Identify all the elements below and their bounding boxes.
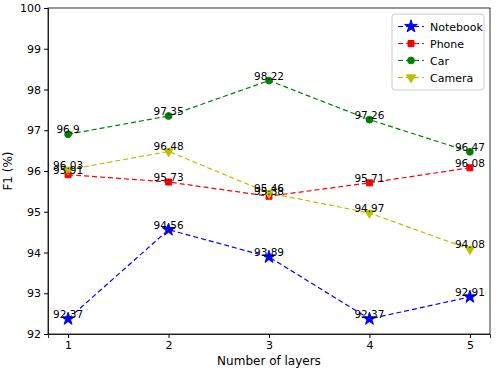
x-axis-tick: 4	[366, 334, 373, 352]
y-axis-tick: 93	[27, 287, 48, 300]
data-label: 97.26	[354, 109, 384, 121]
x-axis-line	[49, 335, 491, 339]
y-axis-line	[44, 9, 49, 335]
y-axis-title: F1 (%)	[1, 151, 15, 190]
chart-svg: 1 2 3 4 5 92 93 94 95 96 97 98 99 100 92.37 94.56 93.89 9…	[0, 0, 500, 370]
legend-label: Notebook	[430, 21, 483, 34]
y-axis-tick-mark	[44, 293, 48, 294]
x-axis-tick-label: 4	[366, 339, 373, 352]
x-axis-tick-mark	[470, 334, 471, 338]
legend-marker	[408, 57, 415, 64]
y-axis-tick-label: 100	[20, 2, 41, 15]
x-axis-tick-label: 5	[467, 339, 474, 352]
y-axis: 92 93 94 95 96 97 98 99 100	[20, 2, 49, 341]
y-axis-tick-mark	[44, 253, 48, 254]
data-label: 96.08	[455, 157, 485, 169]
x-axis-tick-mark	[169, 334, 170, 338]
series-line	[68, 81, 470, 152]
y-axis-tick-mark	[44, 212, 48, 213]
data-label: 94.08	[455, 238, 485, 250]
y-axis-tick-mark	[44, 8, 48, 9]
series-layer	[62, 77, 477, 324]
legend-marker	[408, 41, 414, 47]
data-label: 93.89	[254, 246, 284, 258]
y-axis-tick-label: 94	[27, 247, 41, 260]
y-axis-tick: 98	[27, 84, 48, 97]
legend-marker	[406, 75, 415, 83]
x-axis-tick-mark	[369, 334, 370, 338]
plot-frame	[48, 8, 490, 334]
legend-marker	[405, 20, 418, 32]
y-axis-tick-label: 98	[27, 84, 41, 97]
data-label: 92.37	[53, 308, 83, 320]
y-axis-tick-label: 95	[27, 206, 41, 219]
y-axis-tick-label: 99	[27, 43, 41, 56]
data-label: 92.91	[455, 286, 485, 298]
x-axis-tick: 1	[65, 334, 72, 352]
y-axis-tick-label: 96	[27, 165, 41, 178]
y-axis-tick-mark	[44, 49, 48, 50]
legend-label: Camera	[430, 72, 473, 85]
x-axis-tick: 2	[166, 334, 173, 352]
data-label: 94.97	[354, 202, 384, 214]
x-axis-title: Number of layers	[217, 354, 321, 368]
data-label: 98.22	[254, 70, 284, 82]
chart-container: 1 2 3 4 5 92 93 94 95 96 97 98 99 100 92.37 94.56 93.89 9…	[0, 0, 500, 370]
series-line	[68, 230, 470, 319]
series-line	[68, 168, 470, 197]
x-axis-tick-label: 3	[266, 339, 273, 352]
x-axis: 1 2 3 4 5	[49, 334, 491, 352]
x-axis-tick: 5	[467, 334, 474, 352]
legend-frame	[392, 14, 484, 90]
y-axis-tick: 99	[27, 43, 48, 56]
data-label: 95.46	[254, 182, 284, 194]
data-label: 97.35	[154, 105, 184, 117]
y-axis-tick-label: 92	[27, 328, 41, 341]
x-axis-tick-mark	[269, 334, 270, 338]
data-label: 94.56	[154, 219, 184, 231]
y-axis-tick-mark	[44, 334, 48, 335]
y-axis-tick-mark	[44, 90, 48, 91]
legend: Notebook Phone Car Camera	[392, 14, 484, 90]
data-label: 92.37	[354, 308, 384, 320]
x-axis-tick-label: 1	[65, 339, 72, 352]
y-axis-tick: 95	[27, 206, 48, 219]
y-axis-tick-label: 97	[27, 124, 41, 137]
legend-label: Car	[430, 55, 449, 68]
data-label: 96.48	[154, 140, 184, 152]
series-line	[68, 151, 470, 249]
y-axis-tick: 97	[27, 124, 48, 137]
y-axis-tick: 96	[27, 165, 48, 178]
data-label: 96.03	[53, 159, 83, 171]
y-axis-tick: 100	[20, 2, 48, 15]
x-axis-tick-label: 2	[166, 339, 173, 352]
legend-label: Phone	[430, 38, 464, 51]
y-axis-tick-label: 93	[27, 287, 41, 300]
data-label: 96.47	[455, 141, 485, 153]
y-axis-tick-mark	[44, 130, 48, 131]
data-label: 96.9	[56, 123, 79, 135]
data-label: 95.71	[354, 172, 384, 184]
x-axis-tick-mark	[68, 334, 69, 338]
y-axis-tick: 92	[27, 328, 48, 341]
y-axis-tick: 94	[27, 247, 48, 260]
plot: 1 2 3 4 5 92 93 94 95 96 97 98 99 100 92.37 94.56 93.89 9…	[20, 2, 491, 352]
data-label: 95.73	[154, 171, 184, 183]
y-axis-tick-mark	[44, 171, 48, 172]
data-labels: 92.3794.5693.8992.3792.9195.9195.7395.38…	[53, 70, 485, 320]
x-axis-tick: 3	[266, 334, 273, 352]
